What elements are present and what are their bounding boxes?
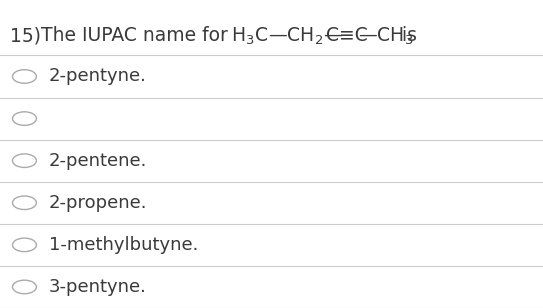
- Text: 3-pentyne.: 3-pentyne.: [49, 278, 147, 296]
- Text: 2-propene.: 2-propene.: [49, 194, 147, 212]
- Text: The IUPAC name for: The IUPAC name for: [41, 26, 228, 45]
- Text: 2-pentyne.: 2-pentyne.: [49, 67, 147, 86]
- Text: is: is: [396, 26, 418, 45]
- Text: 15): 15): [10, 26, 41, 45]
- Text: —CH$_3$: —CH$_3$: [358, 26, 414, 47]
- Text: C≡C: C≡C: [326, 26, 368, 45]
- Text: H$_3$C: H$_3$C: [231, 26, 268, 47]
- Text: 2-pentene.: 2-pentene.: [49, 152, 147, 170]
- Text: 1-methylbutyne.: 1-methylbutyne.: [49, 236, 198, 254]
- Text: —CH$_2$—: —CH$_2$—: [268, 26, 343, 47]
